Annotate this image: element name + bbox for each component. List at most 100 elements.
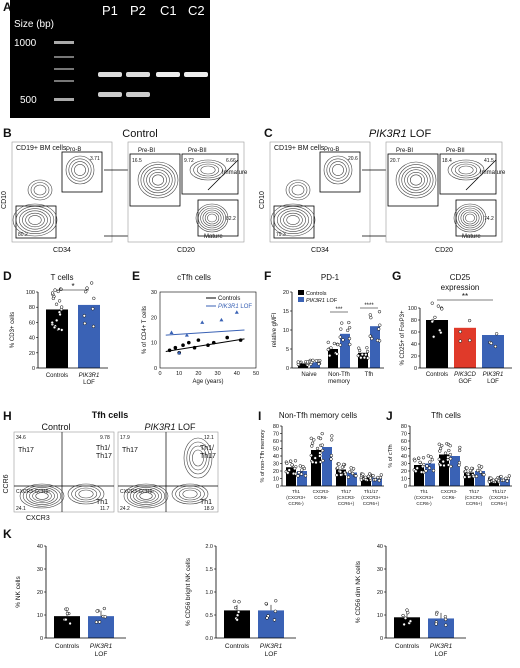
legend-label: PIK3R1 LOF [306,298,338,304]
chart-f-title: PD-1 [321,273,340,282]
flow-h-control: Control [41,422,70,432]
chart-g-ylabel: % CD25+ of FoxP3+ [400,310,406,366]
x-cat-label: (CXCR3+ [489,495,509,500]
bar [414,465,424,486]
data-point [310,441,315,445]
x-tick-label: 40 [234,371,240,377]
gel-bands [54,41,208,101]
data-point [265,616,269,620]
x-cat-label: Controls [55,643,80,650]
data-point [311,460,315,464]
contour [197,205,227,231]
data-point [347,336,352,341]
bar [340,333,350,368]
x-cat-label: memory [328,379,350,385]
y-tick-label: 80 [273,424,279,430]
pre-bii-gate [181,153,239,195]
contour [404,169,428,191]
contour [182,489,198,499]
data-point [491,478,496,482]
x-cat-label: PIK3CD [454,372,476,378]
chart-d: T cells 0 20 40 60 80 100 % CD3+ cells * Controls… [10,273,108,386]
data-point [432,335,436,339]
chart-e-title: cTfh cells [177,273,211,282]
data-point [234,310,239,314]
data-point [90,281,94,285]
bar [464,472,474,486]
data-point [377,327,381,331]
contour [183,437,213,479]
data-point [219,317,224,322]
data-point [466,472,471,476]
y-tick-label: 0 [40,636,43,642]
y-tick-label: 40 [377,544,383,550]
data-point [83,321,87,326]
marker-1000: 1000 [14,38,37,49]
data-point [446,458,450,462]
gate-value: 9.72 [184,158,194,164]
x-cat-label: GOF [459,379,472,385]
data-point [338,470,343,474]
data-point [328,353,332,358]
data-point [326,340,330,345]
contour [126,485,166,507]
data-point [50,291,55,295]
contour [71,161,89,179]
bar [336,469,346,486]
quad-value: 24.2 [120,506,130,512]
gate-value: 20.6 [348,156,358,162]
gate-value: 16.5 [132,158,142,164]
bar [475,471,485,486]
bar [78,304,100,368]
y-tick-label: 15 [283,309,289,315]
data-point [501,478,506,482]
y-tick-label: 0 [414,366,417,372]
panel-label-g: G [392,269,401,283]
data-point [225,335,229,340]
data-point [102,606,106,611]
pre-bi-gate [129,153,181,207]
x-cat-label: PIK3R1 [260,643,283,650]
y-tick-label: 20 [401,469,407,475]
quad-dn: CXCR3-CCR6- [120,489,154,495]
chart-i-title: Non-Tfh memory cells [279,411,357,420]
imm-gate [465,159,497,191]
y-tick-label: 10 [377,613,383,619]
data-point [413,459,417,463]
contour [200,165,216,175]
chart-e-xlabel: Age (years) [192,379,223,385]
data-point [373,478,378,482]
quad-th1: Th1 [96,499,108,506]
y-tick-label: 100 [26,290,35,296]
data-point [363,475,368,479]
y-tick-label: 0.5 [205,613,213,619]
ladder-band [54,56,74,58]
flow-xlabel-1: CD34 [53,247,71,254]
lane-c1: C1 [160,3,177,18]
data-point [329,453,334,458]
quad-th1th17: Th17 [200,453,216,460]
x-cat-label: LOF [265,651,278,658]
y-tick-label: 0 [286,366,289,372]
contour [25,212,45,228]
bar [482,335,504,368]
data-point [348,470,352,474]
contour [22,485,62,507]
bar [454,327,476,368]
data-point [95,609,99,613]
data-point [448,457,453,461]
lane-c2: C2 [188,3,205,18]
x-cat-label: LOF [487,379,499,385]
flow-bc-plots: CD19+ BM cells Pro-B3.7180.2CD10CD34Pre-B… [1,141,506,254]
flow-xlabel-1: CD34 [311,247,329,254]
data-point [378,475,383,480]
y-tick-label: 40 [273,454,279,460]
lane-p1: P1 [102,3,118,18]
y-tick-label: 40 [411,342,417,348]
contour [192,449,204,467]
contour [458,207,482,229]
data-point [290,463,294,467]
